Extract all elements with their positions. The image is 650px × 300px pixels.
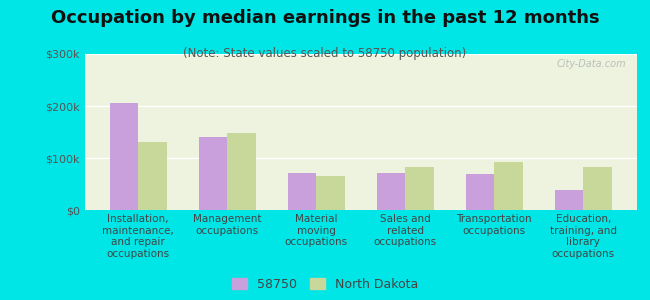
Text: Occupation by median earnings in the past 12 months: Occupation by median earnings in the pas…	[51, 9, 599, 27]
Bar	[199, 137, 227, 210]
Bar	[584, 167, 612, 210]
Bar	[288, 172, 316, 210]
Bar	[110, 103, 138, 210]
Text: (Note: State values scaled to 58750 population): (Note: State values scaled to 58750 popu…	[183, 46, 467, 59]
Bar	[466, 174, 495, 210]
Bar	[555, 190, 584, 210]
Legend: 58750, North Dakota: 58750, North Dakota	[232, 278, 418, 291]
Bar	[138, 142, 166, 210]
Text: City-Data.com: City-Data.com	[556, 59, 626, 69]
Bar	[406, 167, 434, 210]
Bar	[227, 133, 255, 210]
Bar	[377, 172, 406, 210]
Bar	[316, 176, 344, 210]
Bar	[495, 162, 523, 210]
